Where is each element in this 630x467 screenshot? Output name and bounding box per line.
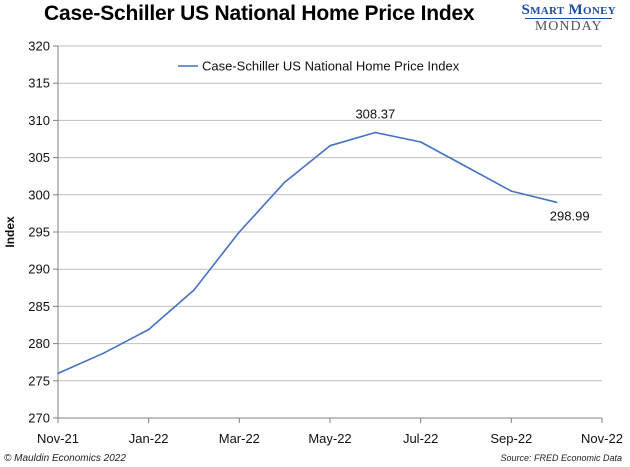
x-tick-label: Nov-22 <box>581 431 623 446</box>
x-tick-label: Jul-22 <box>403 431 438 446</box>
x-tick-label: May-22 <box>308 431 351 446</box>
x-tick-labels: Nov-21 Jan-22 Mar-22 May-22 Jul-22 Sep-22 Nov-… <box>37 431 623 446</box>
x-tick-label: Nov-21 <box>37 431 79 446</box>
data-point <box>283 181 286 183</box>
source-note: Source: FRED Economic Data <box>500 453 622 463</box>
y-tick-label: 290 <box>28 262 50 277</box>
y-tick-label: 300 <box>28 187 50 202</box>
legend-label: Case-Schiller US National Home Price Ind… <box>202 59 460 74</box>
y-tick-labels: 270 275 280 285 290 295 300 305 310 315 320 <box>28 39 50 426</box>
data-label: 308.37 <box>355 107 395 122</box>
y-tick-label: 270 <box>28 411 50 426</box>
data-label: 298.99 <box>550 208 590 223</box>
y-tick-label: 320 <box>28 39 50 54</box>
brand-logo-bottom: MONDAY <box>534 19 603 34</box>
data-point <box>102 352 105 355</box>
gridlines <box>58 45 602 382</box>
data-point <box>374 131 377 134</box>
copyright-note: © Mauldin Economics 2022 <box>4 453 126 464</box>
y-axis-label: Index <box>3 216 17 248</box>
brand-logo-top: Smart Money <box>521 2 616 18</box>
y-tick-label: 295 <box>28 225 50 240</box>
data-point <box>510 190 513 192</box>
data-point <box>57 372 59 375</box>
brand-logo-rule <box>525 18 612 19</box>
data-point <box>555 201 558 204</box>
data-point <box>193 289 195 291</box>
brand-logo: Smart Money MONDAY <box>521 2 616 35</box>
series-lines <box>57 131 558 375</box>
y-tick-label: 285 <box>28 299 50 314</box>
legend: Case-Schiller US National Home Price Ind… <box>178 59 460 74</box>
data-point <box>147 328 150 331</box>
y-tick-label: 305 <box>28 150 50 165</box>
chart-title: Case-Schiller US National Home Price Ind… <box>44 2 475 25</box>
data-point <box>329 144 331 147</box>
data-point <box>238 231 241 233</box>
data-point <box>465 165 467 168</box>
data-point <box>419 141 422 143</box>
y-tick-label: 275 <box>28 373 50 388</box>
x-tick-label: Sep-22 <box>490 431 532 446</box>
x-tick-label: Mar-22 <box>219 431 260 446</box>
y-tick-label: 280 <box>28 336 50 351</box>
y-tick-label: 315 <box>28 76 50 91</box>
series-line <box>57 131 557 375</box>
data-labels: 308.37 298.99 <box>355 107 589 224</box>
y-tick-label: 310 <box>28 113 50 128</box>
axes <box>53 45 603 423</box>
x-tick-label: Jan-22 <box>129 431 169 446</box>
